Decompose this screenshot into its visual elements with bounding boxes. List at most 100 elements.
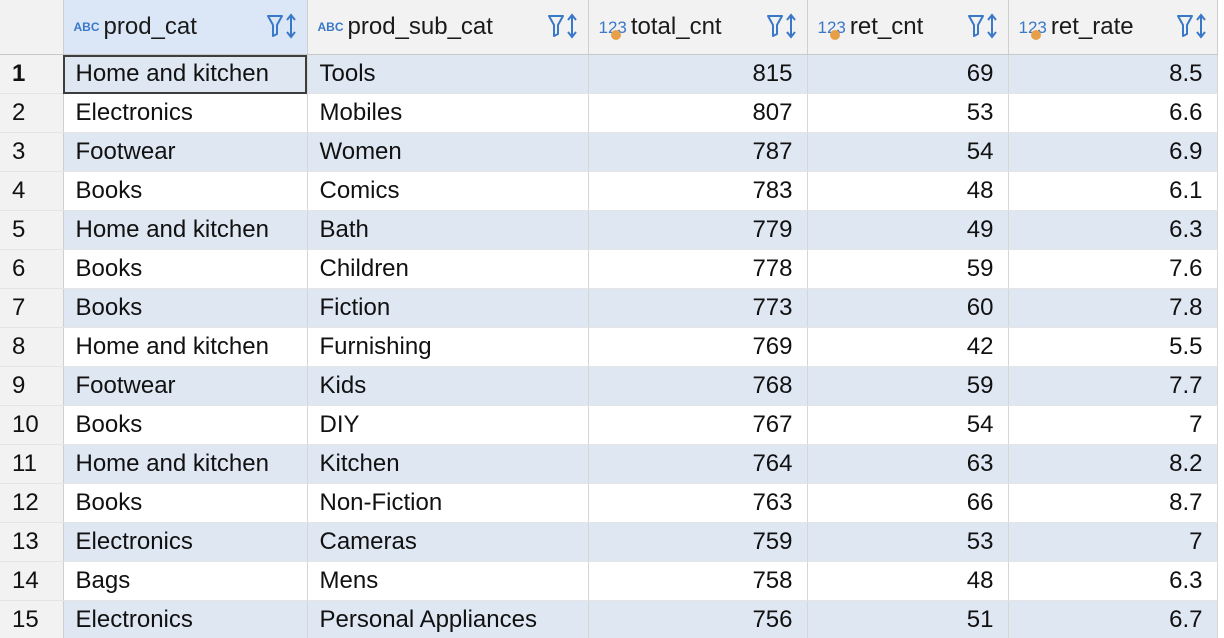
cell-prod-sub-cat[interactable]: Kitchen (307, 444, 589, 484)
row-number[interactable]: 15 (0, 600, 64, 638)
cell-ret-rate[interactable]: 8.7 (1008, 483, 1218, 523)
row-number[interactable]: 14 (0, 561, 64, 601)
cell-ret-cnt[interactable]: 48 (807, 171, 1009, 211)
cell-total-cnt[interactable]: 815 (588, 54, 808, 94)
cell-prod-sub-cat[interactable]: Children (307, 249, 589, 289)
table-row[interactable]: 1 Home and kitchen Tools 815 69 8.5 (0, 54, 1218, 94)
row-number[interactable]: 1 (0, 54, 64, 94)
cell-ret-rate[interactable]: 6.1 (1008, 171, 1218, 211)
row-number[interactable]: 2 (0, 93, 64, 133)
filter-sort-icon[interactable] (265, 12, 299, 42)
cell-total-cnt[interactable]: 787 (588, 132, 808, 172)
column-header-prod-sub-cat[interactable]: ABC prod_sub_cat (307, 0, 589, 55)
table-row[interactable]: 13 Electronics Cameras 759 53 7 (0, 522, 1218, 562)
cell-ret-cnt[interactable]: 54 (807, 132, 1009, 172)
cell-total-cnt[interactable]: 756 (588, 600, 808, 638)
cell-prod-cat[interactable]: Home and kitchen (63, 327, 308, 367)
cell-prod-sub-cat[interactable]: Mens (307, 561, 589, 601)
row-number[interactable]: 5 (0, 210, 64, 250)
row-number[interactable]: 6 (0, 249, 64, 289)
table-row[interactable]: 10 Books DIY 767 54 7 (0, 405, 1218, 445)
cell-ret-rate[interactable]: 7.6 (1008, 249, 1218, 289)
row-number[interactable]: 7 (0, 288, 64, 328)
cell-ret-cnt[interactable]: 59 (807, 366, 1009, 406)
table-row[interactable]: 6 Books Children 778 59 7.6 (0, 249, 1218, 289)
cell-ret-rate[interactable]: 6.6 (1008, 93, 1218, 133)
cell-prod-sub-cat[interactable]: Cameras (307, 522, 589, 562)
column-header-total-cnt[interactable]: 123 total_cnt (588, 0, 808, 55)
cell-ret-rate[interactable]: 7 (1008, 522, 1218, 562)
cell-prod-sub-cat[interactable]: Bath (307, 210, 589, 250)
row-number[interactable]: 4 (0, 171, 64, 211)
filter-sort-icon[interactable] (1175, 12, 1209, 42)
cell-ret-rate[interactable]: 6.3 (1008, 561, 1218, 601)
row-number[interactable]: 11 (0, 444, 64, 484)
cell-ret-cnt[interactable]: 42 (807, 327, 1009, 367)
cell-ret-rate[interactable]: 8.5 (1008, 54, 1218, 94)
filter-sort-icon[interactable] (966, 12, 1000, 42)
cell-prod-sub-cat[interactable]: Kids (307, 366, 589, 406)
table-row[interactable]: 2 Electronics Mobiles 807 53 6.6 (0, 93, 1218, 133)
cell-ret-cnt[interactable]: 66 (807, 483, 1009, 523)
cell-prod-sub-cat[interactable]: Fiction (307, 288, 589, 328)
cell-prod-sub-cat[interactable]: Comics (307, 171, 589, 211)
cell-prod-cat[interactable]: Books (63, 288, 308, 328)
row-number[interactable]: 9 (0, 366, 64, 406)
cell-total-cnt[interactable]: 768 (588, 366, 808, 406)
table-row[interactable]: 11 Home and kitchen Kitchen 764 63 8.2 (0, 444, 1218, 484)
table-row[interactable]: 4 Books Comics 783 48 6.1 (0, 171, 1218, 211)
cell-prod-sub-cat[interactable]: DIY (307, 405, 589, 445)
row-number[interactable]: 3 (0, 132, 64, 172)
cell-prod-sub-cat[interactable]: Non-Fiction (307, 483, 589, 523)
cell-prod-sub-cat[interactable]: Furnishing (307, 327, 589, 367)
cell-prod-cat[interactable]: Electronics (63, 522, 308, 562)
cell-prod-sub-cat[interactable]: Women (307, 132, 589, 172)
row-number[interactable]: 8 (0, 327, 64, 367)
row-number[interactable]: 10 (0, 405, 64, 445)
table-row[interactable]: 7 Books Fiction 773 60 7.8 (0, 288, 1218, 328)
cell-ret-rate[interactable]: 5.5 (1008, 327, 1218, 367)
cell-total-cnt[interactable]: 767 (588, 405, 808, 445)
cell-prod-sub-cat[interactable]: Tools (307, 54, 589, 94)
cell-prod-cat[interactable]: Electronics (63, 600, 308, 638)
cell-prod-sub-cat[interactable]: Personal Appliances (307, 600, 589, 638)
table-row[interactable]: 3 Footwear Women 787 54 6.9 (0, 132, 1218, 172)
column-header-prod-cat[interactable]: ABC prod_cat (63, 0, 308, 55)
cell-ret-rate[interactable]: 6.7 (1008, 600, 1218, 638)
filter-sort-icon[interactable] (765, 12, 799, 42)
cell-ret-cnt[interactable]: 49 (807, 210, 1009, 250)
cell-ret-rate[interactable]: 7 (1008, 405, 1218, 445)
column-header-ret-rate[interactable]: 123 ret_rate (1008, 0, 1218, 55)
cell-prod-cat[interactable]: Bags (63, 561, 308, 601)
cell-ret-cnt[interactable]: 59 (807, 249, 1009, 289)
cell-ret-rate[interactable]: 6.3 (1008, 210, 1218, 250)
cell-total-cnt[interactable]: 764 (588, 444, 808, 484)
cell-ret-rate[interactable]: 8.2 (1008, 444, 1218, 484)
filter-sort-icon[interactable] (546, 12, 580, 42)
cell-ret-cnt[interactable]: 60 (807, 288, 1009, 328)
cell-total-cnt[interactable]: 758 (588, 561, 808, 601)
table-row[interactable]: 15 Electronics Personal Appliances 756 51 6.7 (0, 600, 1218, 638)
cell-ret-cnt[interactable]: 69 (807, 54, 1009, 94)
cell-ret-cnt[interactable]: 54 (807, 405, 1009, 445)
cell-prod-cat[interactable]: Books (63, 249, 308, 289)
cell-total-cnt[interactable]: 763 (588, 483, 808, 523)
table-row[interactable]: 9 Footwear Kids 768 59 7.7 (0, 366, 1218, 406)
cell-total-cnt[interactable]: 807 (588, 93, 808, 133)
cell-ret-cnt[interactable]: 53 (807, 93, 1009, 133)
cell-ret-cnt[interactable]: 51 (807, 600, 1009, 638)
cell-prod-cat[interactable]: Books (63, 405, 308, 445)
cell-ret-cnt[interactable]: 48 (807, 561, 1009, 601)
cell-prod-cat[interactable]: Home and kitchen (63, 54, 308, 94)
cell-ret-rate[interactable]: 7.8 (1008, 288, 1218, 328)
column-header-ret-cnt[interactable]: 123 ret_cnt (807, 0, 1009, 55)
table-row[interactable]: 8 Home and kitchen Furnishing 769 42 5.5 (0, 327, 1218, 367)
cell-prod-sub-cat[interactable]: Mobiles (307, 93, 589, 133)
cell-ret-rate[interactable]: 6.9 (1008, 132, 1218, 172)
cell-prod-cat[interactable]: Home and kitchen (63, 444, 308, 484)
corner-cell[interactable] (0, 0, 64, 55)
cell-prod-cat[interactable]: Books (63, 171, 308, 211)
cell-total-cnt[interactable]: 779 (588, 210, 808, 250)
table-row[interactable]: 5 Home and kitchen Bath 779 49 6.3 (0, 210, 1218, 250)
row-number[interactable]: 13 (0, 522, 64, 562)
